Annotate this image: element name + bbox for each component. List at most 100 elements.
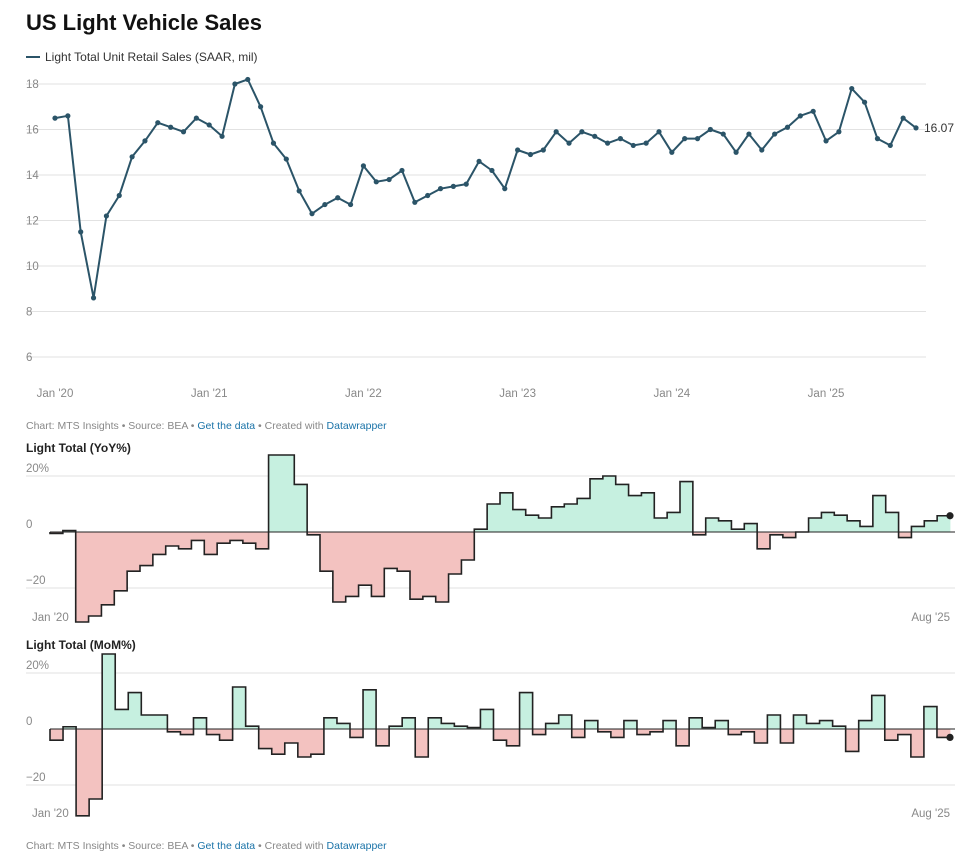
last-point (946, 512, 954, 520)
bar (474, 529, 488, 532)
y-tick-label: −20 (26, 772, 46, 784)
data-point (193, 115, 199, 121)
data-point (656, 129, 662, 135)
bar (858, 720, 873, 729)
legend: Light Total Unit Retail Sales (SAAR, mil… (26, 50, 258, 64)
bar (50, 729, 64, 741)
bar (358, 532, 372, 586)
bar (397, 532, 411, 572)
data-point (296, 188, 302, 194)
footer-bottom: Chart: MTS Insights • Source: BEA • Get … (26, 840, 387, 852)
bar (89, 729, 103, 799)
bar (872, 495, 887, 532)
data-point (425, 192, 431, 199)
y-tick-label: 0 (26, 519, 32, 531)
bar (590, 478, 604, 532)
bar (615, 484, 629, 532)
bar (384, 532, 398, 569)
data-point (823, 138, 829, 144)
data-point (630, 142, 636, 149)
bar (376, 729, 390, 746)
bar (255, 532, 269, 549)
yoy-chart: 20% 0 −20 Jan '20 Aug '25 (26, 454, 955, 624)
data-point (861, 99, 868, 105)
datawrapper-link[interactable]: Datawrapper (326, 420, 387, 432)
bar (454, 726, 468, 729)
bar (371, 532, 385, 597)
bar (307, 532, 321, 535)
bar (245, 726, 260, 729)
data-point (463, 181, 469, 187)
data-point (849, 85, 855, 92)
x-tick-label: Jan '22 (345, 388, 382, 400)
x-tick-label: Jan '21 (191, 388, 228, 400)
data-point (797, 113, 803, 119)
data-point (412, 199, 418, 205)
bar (780, 729, 794, 743)
data-point (129, 154, 135, 160)
bar (350, 729, 364, 738)
bar (519, 692, 534, 729)
bar (128, 692, 142, 729)
bar (242, 532, 257, 544)
bar (897, 729, 912, 735)
data-point (437, 186, 444, 192)
bar (428, 717, 442, 729)
bar (860, 526, 874, 532)
bar (654, 518, 668, 532)
bar (101, 532, 115, 605)
data-point (373, 179, 379, 185)
bar (127, 532, 141, 572)
bar (847, 520, 861, 532)
bar (141, 715, 155, 729)
data-point (103, 213, 110, 219)
bar (63, 726, 77, 729)
data-point (360, 163, 367, 169)
data-point (746, 131, 752, 137)
bar (545, 723, 560, 729)
bar (115, 709, 129, 729)
footer-middle: • Created with (255, 420, 327, 432)
footer-top: Chart: MTS Insights • Source: BEA • Get … (26, 420, 387, 432)
series-line (54, 78, 917, 299)
bar (641, 492, 655, 532)
data-point (155, 120, 161, 126)
bar (323, 717, 338, 729)
data-point (283, 156, 289, 162)
y-tick-label: 12 (26, 216, 39, 228)
bar (320, 532, 334, 572)
datawrapper-link[interactable]: Datawrapper (326, 840, 387, 852)
bar (206, 729, 220, 735)
bar (636, 729, 651, 735)
bar (936, 729, 951, 738)
x-tick-label: Jan '25 (808, 388, 845, 400)
bar (806, 723, 820, 729)
data-point (592, 133, 598, 139)
bar (558, 715, 573, 729)
mom-chart: 20% 0 −20 Jan '20 Aug '25 (26, 653, 955, 820)
get-data-link[interactable]: Get the data (197, 840, 256, 852)
data-point (604, 140, 611, 146)
data-point (489, 167, 495, 174)
x-tick-label: Jan '23 (499, 388, 536, 400)
data-point (579, 129, 585, 135)
bar (294, 484, 308, 532)
bar (754, 729, 768, 743)
bar (268, 455, 282, 532)
bar (415, 729, 429, 757)
get-data-link[interactable]: Get the data (197, 420, 256, 432)
bar (506, 729, 520, 746)
x-end-label: Aug '25 (911, 808, 950, 820)
bar (782, 532, 797, 538)
data-point (527, 151, 534, 158)
bar (448, 532, 462, 574)
x-end-label: Aug '25 (911, 612, 950, 624)
bar (689, 717, 703, 729)
footer-prefix: Chart: MTS Insights • Source: BEA • (26, 840, 198, 852)
bar (75, 532, 89, 622)
bar (538, 518, 552, 532)
data-point (309, 211, 315, 217)
legend-swatch (26, 56, 40, 58)
data-point (733, 149, 739, 155)
data-point (206, 122, 212, 128)
